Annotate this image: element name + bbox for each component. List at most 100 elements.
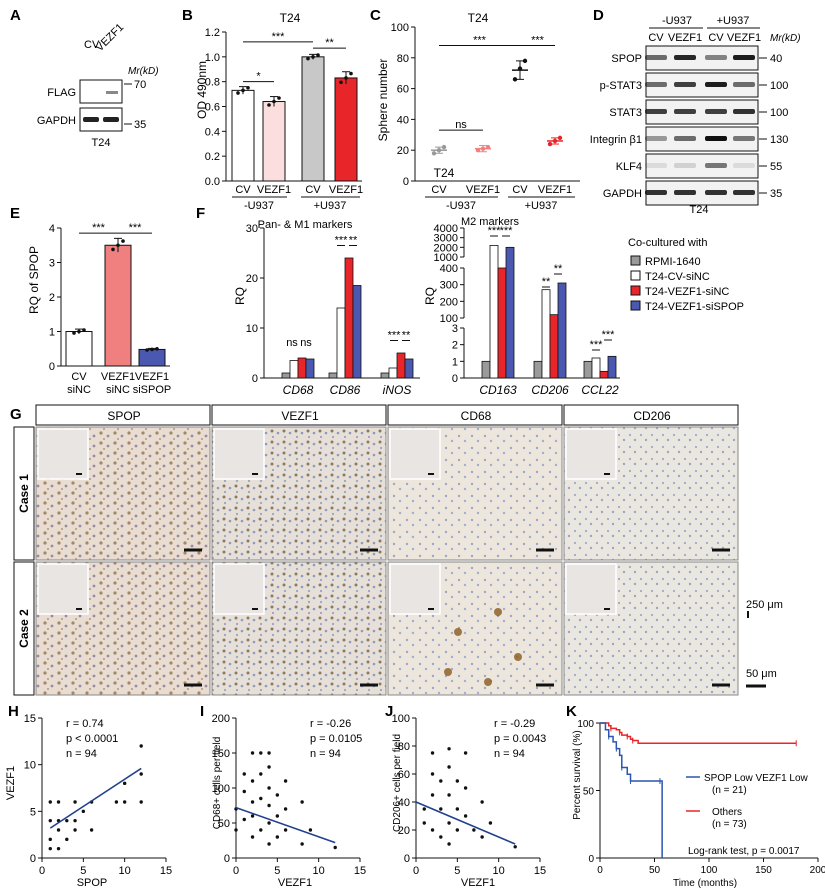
y-tick-label: 0 bbox=[49, 361, 55, 373]
data-point bbox=[122, 781, 127, 786]
fit-line bbox=[415, 801, 516, 845]
x-tick-label: 15 bbox=[354, 865, 366, 877]
blot-row-label: GAPDH bbox=[603, 188, 642, 200]
y-tick-label: 60 bbox=[398, 769, 410, 781]
blot-band bbox=[705, 109, 727, 114]
legend-label: RPMI-1640 bbox=[645, 256, 701, 268]
mw-marker: 40 bbox=[770, 53, 782, 65]
bar bbox=[599, 370, 609, 379]
y-tick-label: 3 bbox=[49, 258, 55, 270]
data-point bbox=[480, 146, 486, 151]
x-tick-label: siNC bbox=[106, 384, 130, 396]
y-tick-label: 100 bbox=[392, 713, 410, 725]
x-tick-label: CV bbox=[431, 184, 447, 196]
lane-label: CV bbox=[708, 32, 724, 44]
x-tick-label: 5 bbox=[80, 865, 86, 877]
legend-swatch bbox=[630, 270, 641, 281]
data-point bbox=[547, 141, 553, 147]
blot-band bbox=[674, 163, 696, 168]
data-point bbox=[250, 814, 255, 818]
y-tick-label: 0 bbox=[404, 853, 410, 865]
blot-row-label: KLF4 bbox=[616, 161, 642, 173]
x-tick-label: 15 bbox=[160, 865, 172, 877]
panel-c: C T24 Sphere number 0 20 40 60 80 100 ns *** ***… bbox=[370, 7, 580, 212]
y-tick-label: 1 bbox=[49, 327, 55, 339]
data-point bbox=[56, 800, 61, 804]
data-point bbox=[275, 835, 280, 839]
blot-band bbox=[106, 91, 118, 94]
blot-band bbox=[83, 117, 99, 122]
data-point bbox=[150, 347, 154, 352]
group-label: +U937 bbox=[314, 200, 347, 212]
y-axis-label: RQ of SPOP bbox=[27, 246, 41, 314]
chart-c: 0 20 40 60 80 100 ns *** *** bbox=[391, 22, 580, 188]
y-tick-label: 200 bbox=[212, 713, 230, 725]
data-point bbox=[422, 821, 426, 825]
sig-label: ns bbox=[300, 337, 312, 349]
stat-text: r = -0.29 bbox=[494, 718, 535, 730]
data-point bbox=[116, 243, 120, 248]
data-point bbox=[267, 786, 271, 790]
data-point bbox=[455, 807, 460, 811]
x-tick-label: 0 bbox=[39, 865, 45, 877]
sig-label: *** bbox=[335, 235, 349, 247]
legend-label: (n = 73) bbox=[712, 819, 747, 830]
y-tick-label: 0 bbox=[588, 854, 594, 865]
y-tick-label: 0.0 bbox=[205, 176, 220, 188]
lane-label: CV bbox=[84, 39, 100, 51]
y-tick-label: 100 bbox=[391, 22, 409, 34]
legend-label: Others bbox=[712, 807, 742, 818]
x-tick-label: VEZF1 bbox=[101, 371, 135, 383]
panel-label-b: B bbox=[182, 7, 193, 24]
bar bbox=[607, 355, 617, 379]
data-point bbox=[513, 845, 517, 849]
y-tick-label: 0 bbox=[452, 373, 458, 385]
y-tick-label: 1 bbox=[452, 356, 458, 368]
bar bbox=[289, 360, 299, 379]
data-point bbox=[48, 818, 52, 823]
panel-label-d: D bbox=[593, 7, 604, 24]
blot-flag bbox=[79, 79, 123, 104]
sig-label: *** bbox=[500, 225, 514, 237]
stain-cell bbox=[454, 628, 462, 636]
y-tick-label: 10 bbox=[24, 760, 36, 772]
legend-title: Co-cultured with bbox=[628, 237, 707, 249]
data-point bbox=[300, 800, 304, 804]
bar bbox=[301, 56, 325, 182]
x-tick-label: CV bbox=[71, 371, 87, 383]
panel-d: D -U937 +U937 CV VEZF1 CV VEZF1 Mr(kD) S… bbox=[590, 7, 801, 216]
lane-label: VEZF1 bbox=[727, 32, 761, 44]
inset-image bbox=[37, 563, 89, 615]
cell-line-label: T24 bbox=[690, 204, 709, 216]
x-tick-label: VEZF1 bbox=[329, 184, 363, 196]
data-point bbox=[139, 744, 143, 748]
x-tick-label: 5 bbox=[274, 865, 280, 877]
mw-marker: 100 bbox=[770, 107, 788, 119]
data-point bbox=[267, 765, 271, 769]
data-point bbox=[333, 845, 337, 850]
group-label: +U937 bbox=[525, 200, 558, 212]
inner-label: T24 bbox=[434, 166, 455, 180]
data-point bbox=[488, 821, 493, 825]
y-tick-label: 0 bbox=[252, 373, 258, 385]
bar bbox=[541, 289, 551, 379]
chart-k: 0 50 100 0 50 100 150 200 bbox=[577, 719, 825, 876]
data-point bbox=[155, 347, 159, 351]
bar bbox=[396, 352, 406, 379]
mw-marker: 130 bbox=[770, 134, 788, 146]
inset-image bbox=[565, 563, 617, 615]
y-axis-label: CD206+ cells per field bbox=[392, 734, 403, 832]
data-point bbox=[259, 751, 263, 755]
bar bbox=[549, 314, 559, 379]
data-point bbox=[250, 800, 255, 804]
inset-image bbox=[213, 428, 265, 480]
chart-title: Pan- & M1 markers bbox=[258, 219, 353, 231]
scale-main-label: 50 μm bbox=[746, 668, 777, 680]
y-tick-label: 2 bbox=[452, 340, 458, 352]
blot-band bbox=[103, 117, 119, 122]
x-axis-label: VEZF1 bbox=[461, 877, 495, 889]
x-tick-label: VEZF1 bbox=[538, 184, 572, 196]
inset-image bbox=[565, 428, 617, 480]
